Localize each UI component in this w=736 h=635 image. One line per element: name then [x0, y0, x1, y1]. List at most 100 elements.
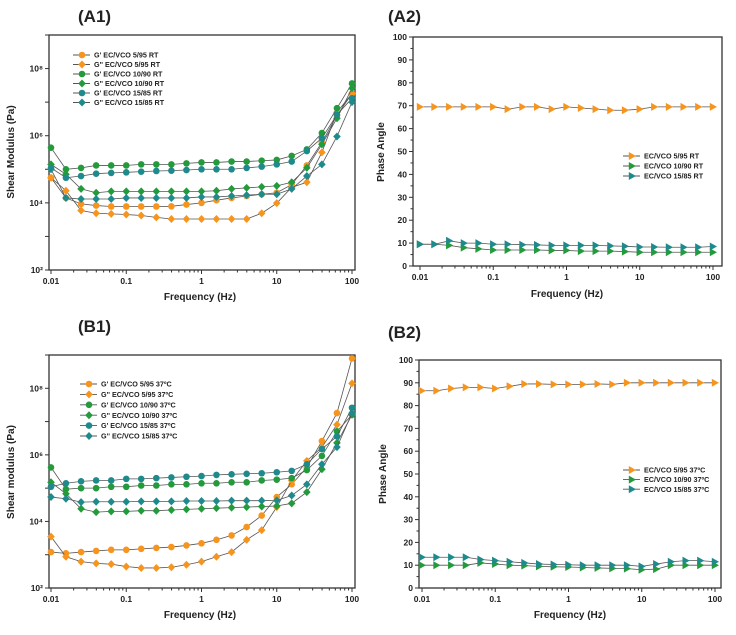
legend-item: G' EC/VCO 5/95 37ºC	[80, 380, 172, 389]
data-point	[609, 561, 617, 570]
data-point	[183, 201, 190, 208]
data-point	[333, 132, 341, 141]
data-point	[504, 105, 512, 114]
data-point	[137, 187, 145, 196]
data-point	[122, 497, 131, 506]
data-point	[228, 532, 235, 539]
legend-label: EC/VCO 5/95 37ºC	[644, 466, 705, 475]
legend-marker	[85, 401, 93, 409]
data-point	[680, 243, 688, 252]
x-tick-label: 10	[272, 276, 282, 286]
data-point	[667, 378, 676, 387]
data-point	[577, 241, 586, 250]
data-point	[77, 164, 85, 172]
data-point	[258, 157, 266, 165]
data-point	[303, 172, 311, 181]
series-line	[50, 358, 353, 554]
data-point	[607, 241, 615, 250]
x-tick-label: 100	[345, 594, 359, 604]
data-point	[47, 165, 55, 174]
x-tick-label: 0.1	[120, 276, 132, 286]
y-tick-label: 10⁸	[30, 64, 43, 74]
y-tick-label: 30	[398, 192, 408, 202]
data-point	[77, 206, 85, 215]
data-point	[258, 512, 266, 519]
data-point	[242, 215, 251, 224]
legend-label: G' EC/VCO 5/95 RT	[94, 51, 159, 60]
data-point	[243, 523, 250, 531]
legend-label: G'' EC/VCO 5/95 37ºC	[101, 390, 173, 399]
data-point	[242, 535, 251, 544]
data-point	[318, 140, 326, 149]
data-point	[107, 187, 116, 196]
y-tick-label: 40	[404, 492, 414, 502]
x-tick-label: 0.1	[120, 594, 132, 604]
data-point	[348, 355, 356, 362]
data-point	[348, 379, 356, 388]
legend-item: G' EC/VCO 10/90 RT	[73, 70, 163, 79]
data-point	[107, 169, 115, 177]
data-point	[198, 199, 205, 207]
data-point	[153, 474, 160, 482]
x-tick-label: 1	[566, 594, 571, 604]
series-1	[47, 89, 356, 224]
x-axis-label: Frequency (Hz)	[534, 610, 606, 621]
data-point	[62, 479, 70, 487]
x-tick-label: 10	[272, 594, 282, 604]
data-point	[272, 502, 281, 511]
data-point	[228, 471, 235, 478]
y-tick-label: 60	[404, 446, 414, 456]
data-point	[168, 543, 175, 551]
x-axis-label: Frequency (Hz)	[531, 289, 603, 300]
data-point	[535, 560, 544, 569]
y-tick-label: 50	[404, 469, 414, 479]
y-axis-label: Phase Angle	[378, 444, 389, 504]
data-point	[333, 104, 341, 112]
data-point	[418, 386, 426, 395]
data-point	[477, 555, 485, 564]
data-point	[460, 239, 468, 248]
data-point	[182, 215, 191, 224]
data-point	[227, 503, 236, 512]
data-point	[153, 161, 160, 168]
data-point	[122, 203, 130, 210]
data-point	[288, 158, 295, 165]
data-point	[521, 558, 529, 567]
legend-marker	[78, 98, 86, 107]
data-point	[243, 470, 250, 478]
data-point	[152, 187, 161, 196]
data-point	[475, 244, 483, 253]
series-4	[47, 404, 356, 491]
data-point	[682, 378, 690, 387]
data-point	[77, 484, 85, 492]
legend-marker	[78, 70, 86, 78]
y-tick-label: 20	[398, 215, 408, 225]
y-tick-label: 80	[398, 78, 408, 88]
data-point	[638, 562, 646, 571]
data-point	[636, 248, 644, 257]
data-point	[107, 560, 116, 569]
data-point	[167, 563, 176, 572]
data-point	[548, 241, 556, 250]
y-tick-label: 100	[393, 32, 407, 42]
legend-item: EC/VCO 5/95 RT	[623, 152, 700, 161]
x-tick-label: 1	[199, 276, 204, 286]
data-point	[122, 193, 131, 202]
data-point	[137, 211, 145, 220]
legend-marker	[628, 485, 636, 494]
series-2	[418, 553, 719, 571]
series-2	[47, 80, 356, 173]
data-point	[197, 215, 206, 224]
data-point	[183, 166, 190, 174]
legend-marker	[628, 466, 636, 474]
data-point	[621, 242, 630, 251]
data-point	[462, 561, 470, 570]
data-point	[418, 561, 426, 570]
data-point	[153, 482, 160, 489]
legend-marker	[628, 475, 636, 484]
data-point	[137, 563, 145, 572]
data-point	[680, 102, 688, 111]
data-point	[197, 504, 206, 513]
panel-title: (B1)	[78, 317, 111, 336]
data-point	[107, 477, 115, 484]
